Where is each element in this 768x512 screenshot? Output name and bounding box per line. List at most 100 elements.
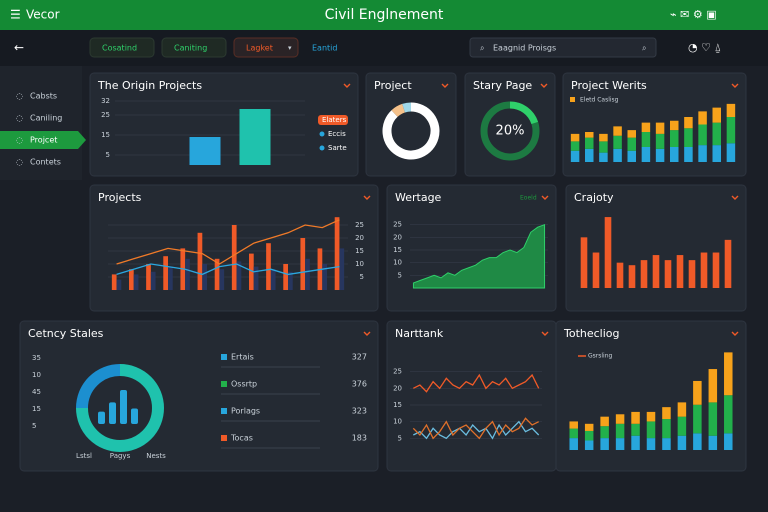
row-name: Ertais [231,353,254,362]
bar-segment [600,438,609,450]
tab-label[interactable]: Caniting [174,44,207,53]
page-title: Civil Englnement [325,7,444,23]
ring-label: 20% [496,124,525,139]
legend-label: Eoeld [520,195,537,202]
panel-menu[interactable] [343,83,351,88]
panel-menu[interactable] [731,331,739,336]
bar-segment [613,135,622,149]
donut-slice [382,102,440,160]
bar-segment [600,426,609,439]
axis-label: 35 [32,354,41,362]
row-value: 376 [352,380,367,389]
active-item [0,131,86,149]
y-tick-label: 15 [393,401,402,409]
nav-icon: ◌ [16,158,23,167]
search-box[interactable] [469,37,657,58]
bar-segment [569,421,578,429]
panel-menu[interactable] [540,83,548,88]
panel-menu[interactable] [441,83,449,88]
back-button[interactable]: ← [14,41,24,55]
row-value: 323 [352,407,367,416]
bar-segment [655,122,665,134]
bar-segment [569,428,578,439]
panel-title: Wertage [395,191,442,204]
nav-item[interactable]: Projcet [30,136,57,145]
panel [19,320,379,472]
bar-segment [570,133,580,142]
bar-segment [724,433,733,450]
bar [133,274,139,290]
bar-segment [615,423,625,439]
legend-label: Elaters [322,116,347,124]
tab-label[interactable]: Eantid [312,44,337,53]
panel-title: Crajoty [574,191,614,204]
bar [249,253,254,290]
bar-segment [613,148,622,162]
icons[interactable]: ◔ ♡ ⍙ [688,41,721,54]
tab-label[interactable]: Lagket [246,44,273,53]
tab[interactable] [233,37,299,58]
bar-segment [585,148,594,162]
dropdown-arrow: ▾ [288,44,292,52]
bar [239,109,271,165]
panel-menu[interactable] [731,195,739,200]
bar-segment [726,103,736,117]
menu-icon[interactable]: ☰ [10,8,21,22]
bar-segment [599,141,608,153]
bar [146,264,151,290]
bar [270,269,276,290]
bar [305,258,310,290]
bar-segment [677,416,687,436]
nav-item[interactable]: Contets [30,158,61,167]
icons[interactable]: ⌁ ✉ ⚙ ▣ [670,8,717,21]
y-tick-label: 20 [355,234,364,242]
bar [253,266,259,290]
nav-item[interactable]: Cabsts [30,92,57,101]
nav-icon: ◌ [16,114,23,123]
legend-label: Lstsl [76,452,92,460]
tab[interactable] [161,37,227,58]
bar [592,252,600,288]
bar-segment [641,147,651,162]
bar-segment [615,438,625,450]
bar [189,137,221,165]
tab[interactable] [89,37,155,58]
line [116,263,340,276]
axis-label: 15 [32,405,41,413]
row-name: Ossrtp [231,380,257,389]
panel-menu[interactable] [541,331,549,336]
tab-label[interactable]: Cosatind [102,44,137,53]
panel-title: Project [374,79,412,92]
panel [386,320,557,472]
panel-menu[interactable] [541,195,549,200]
ring-value [509,101,539,125]
bar-segment [698,145,707,162]
panel-menu[interactable] [363,331,371,336]
bar-segment [724,395,733,434]
bar-segment [570,150,580,162]
bar-segment [712,145,721,162]
panel-title: Tothecliog [563,327,620,340]
bar [150,271,156,290]
bar [266,243,271,290]
bar-segment [670,120,679,131]
bar [652,255,660,288]
app-name: Vecor [26,8,60,22]
bar-segment [641,122,651,132]
bar-segment [599,152,608,162]
axis-label: 5 [32,422,36,430]
bar-segment [684,147,693,162]
y-tick-label: 15 [355,247,364,255]
bar-segment [627,137,636,151]
row-value: 327 [352,353,367,362]
nav-icon: ◌ [16,136,23,145]
y-tick-label: 10 [393,259,402,267]
bar [334,217,340,290]
panel-menu[interactable] [731,83,739,88]
panel-menu[interactable] [363,195,371,200]
search-text: Eaagnid Proisgs [493,44,556,53]
bar [616,262,624,288]
bar-segment [693,433,702,450]
nav-item[interactable]: Caniling [30,114,62,123]
bar [214,258,220,290]
